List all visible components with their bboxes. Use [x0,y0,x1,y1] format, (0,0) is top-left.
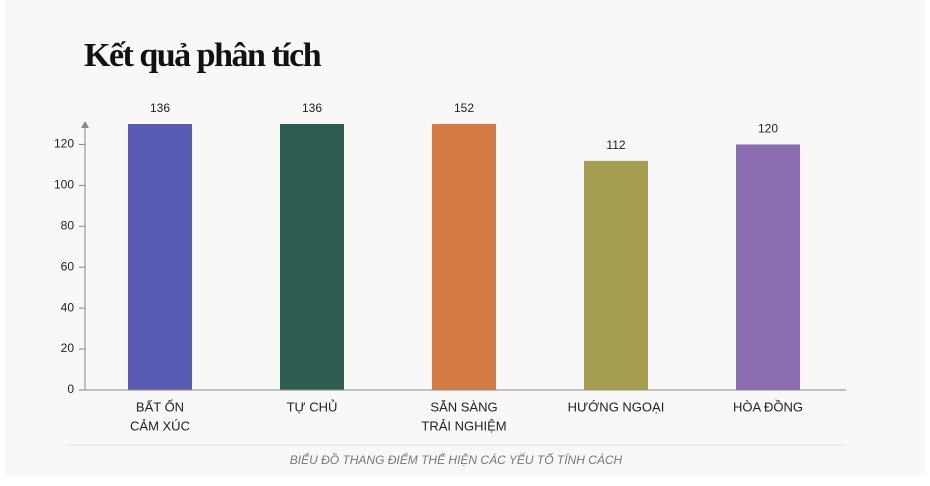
bar [128,124,192,390]
value-label: 120 [758,122,778,136]
value-label: 112 [606,138,625,152]
y-tick-label: 40 [61,300,75,314]
bar [280,124,344,390]
x-tick-label: TRẢI NGHIỆM [421,418,506,433]
x-tick-label: SẴN SÀNG [430,399,497,414]
y-tick-label: 0 [67,382,74,396]
bar [432,124,496,390]
value-label: 152 [454,101,474,115]
y-tick-label: 20 [61,341,75,355]
x-tick-label: HƯỚNG NGOẠI [568,399,665,414]
chart-title: Kết quả phân tích [84,37,322,74]
bar [584,160,648,390]
value-label: 136 [302,101,322,115]
x-tick-label: TỰ CHỦ [287,399,338,414]
y-tick-label: 100 [54,178,74,192]
y-tick-label: 60 [61,259,75,273]
bars [128,124,800,390]
x-tick-label: BẤT ỔN [136,399,184,414]
caption: BIỂU ĐỒ THANG ĐIỂM THỂ HIỆN CÁC YẾU TỐ T… [290,452,623,467]
bar [736,144,800,390]
x-tick-label: HÒA ĐỒNG [733,399,803,414]
y-tick-label: 120 [54,137,74,151]
x-tick-label: CẢM XÚC [130,418,190,433]
y-axis-arrow [81,121,89,128]
y-tick-label: 80 [61,218,75,232]
value-label: 136 [150,101,170,115]
